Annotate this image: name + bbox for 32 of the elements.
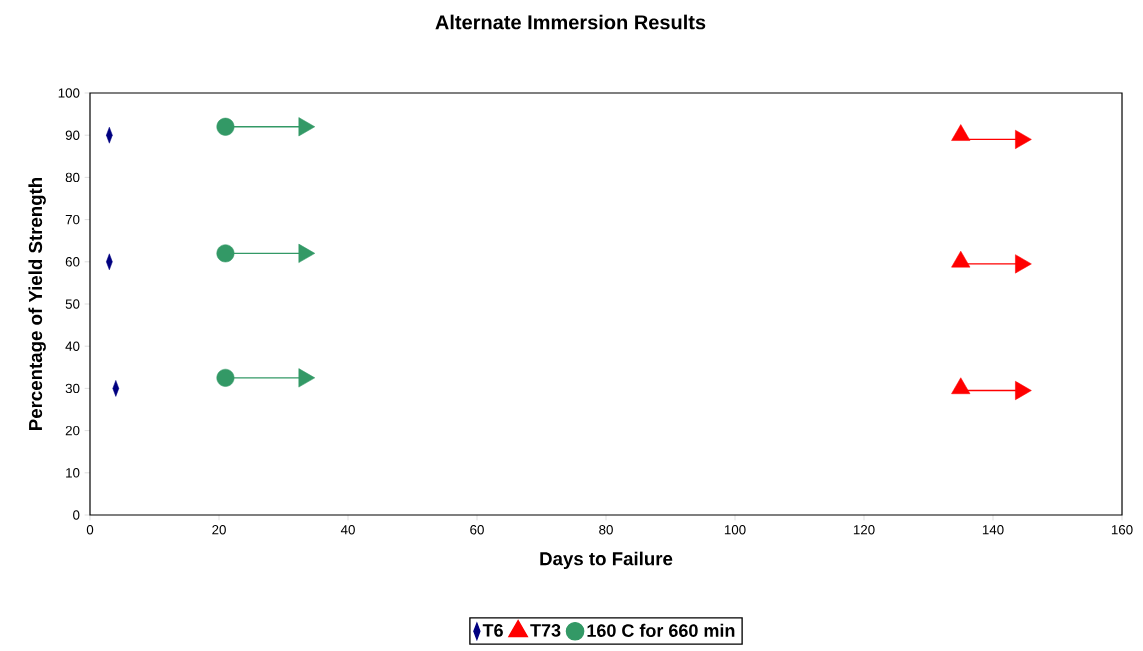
point [1015,129,1032,149]
y-tick-label: 90 [65,130,80,140]
legend-label: T73 [530,624,561,637]
y-tick-label: 100 [58,88,80,98]
x-tick-label: 60 [470,525,484,535]
y-tick-label: 20 [65,425,80,436]
x-tick-label: 120 [853,525,875,535]
y-tick-label: 50 [65,299,80,309]
point [1015,381,1032,401]
x-tick-label: 40 [340,525,355,535]
x-tick-label: 0 [86,525,94,535]
y-tick-label: 70 [65,214,80,225]
y-tick-label: 10 [66,468,80,478]
y-tick-label: 40 [65,341,80,351]
x-tick-label: 20 [212,525,226,535]
point [216,368,235,387]
point [1015,254,1032,274]
point [216,117,235,136]
point [216,244,235,263]
legend-label: 160 C for 660 min [587,623,735,637]
y-tick-label: 80 [65,172,80,183]
x-tick-label: 140 [982,525,1004,535]
legend-label: T6 [482,624,503,637]
x-axis-title: Days to Failure [540,551,673,570]
y-tick-label: 60 [65,257,80,267]
chart-title: Alternate Immersion Results [435,14,706,30]
y-axis-title: Percentage of Yield Strength [28,177,46,430]
y-tick-label: 30 [65,383,80,394]
y-tick-label: 0 [73,510,80,520]
x-tick-label: 80 [599,525,613,535]
x-tick-label: 100 [724,525,746,535]
x-tick-label: 160 [1111,525,1133,535]
